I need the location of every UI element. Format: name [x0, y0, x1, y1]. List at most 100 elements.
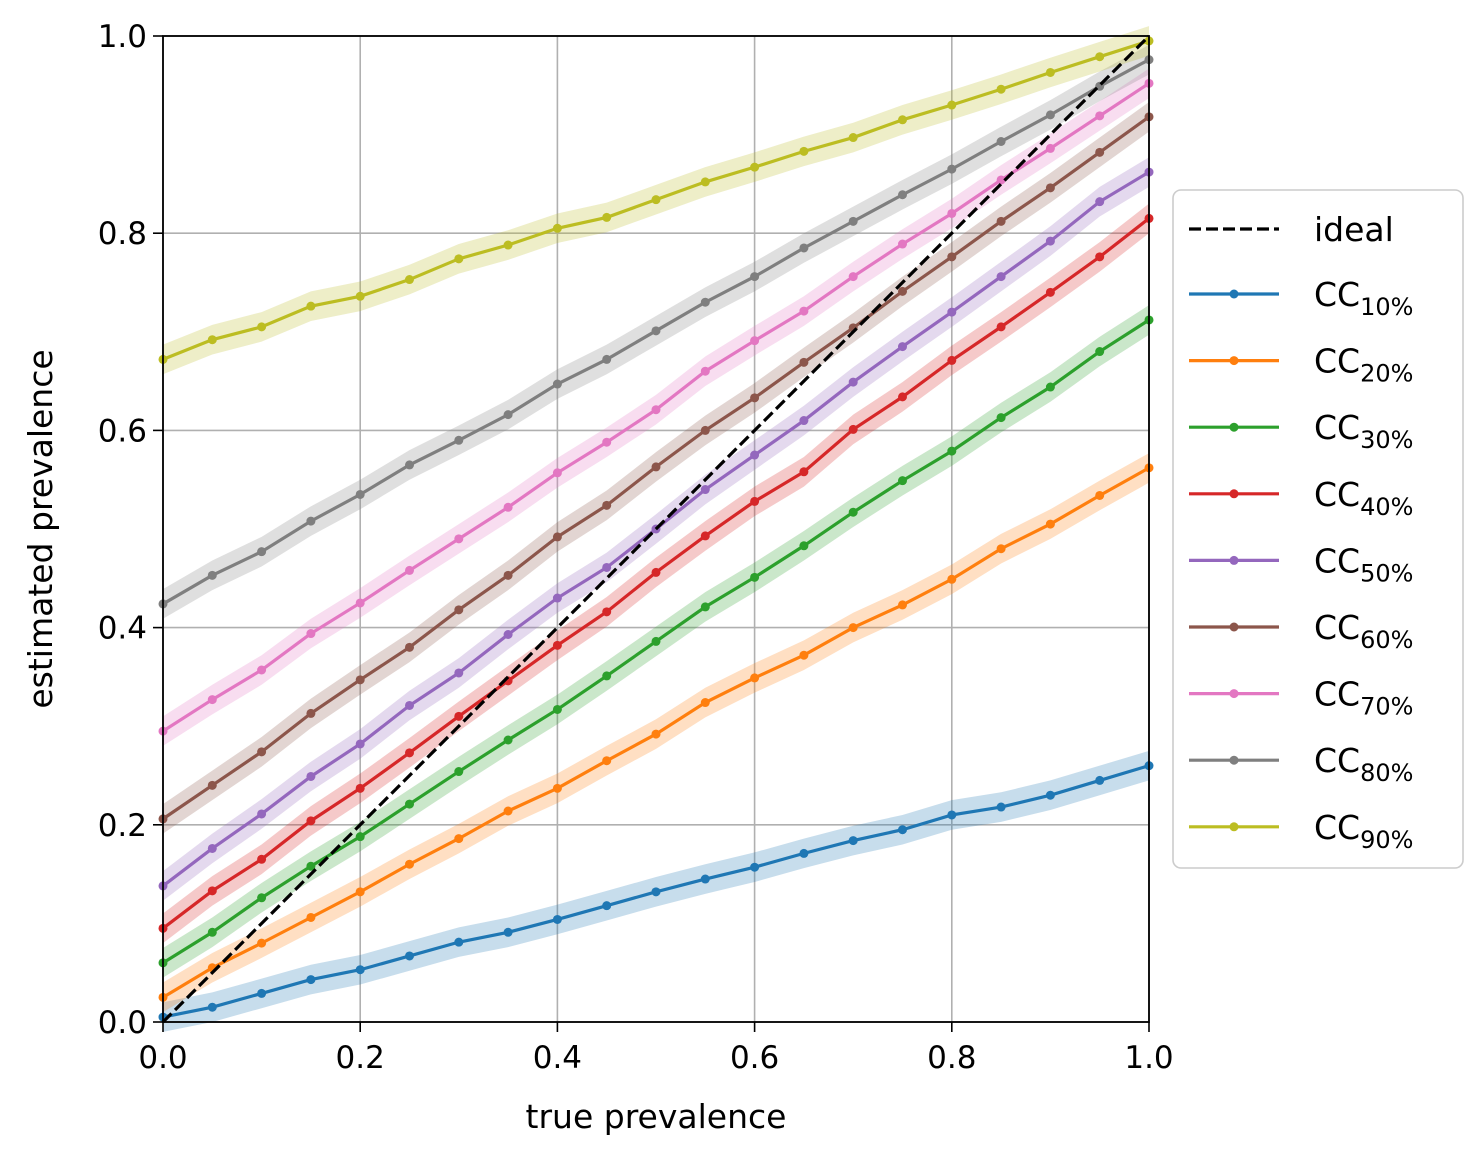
point-90%: [651, 195, 661, 205]
point-70%: [552, 468, 562, 478]
legend-label-subscript: 80%: [1360, 759, 1413, 787]
point-60%: [306, 708, 316, 718]
point-50%: [355, 739, 365, 749]
point-60%: [257, 747, 267, 757]
point-70%: [602, 437, 612, 447]
point-40%: [306, 816, 316, 826]
legend-label-base: CC: [1314, 275, 1360, 314]
point-20%: [996, 544, 1006, 554]
point-20%: [355, 887, 365, 897]
y-tick-label: 0.8: [98, 216, 147, 252]
point-50%: [750, 450, 760, 460]
point-10%: [799, 848, 809, 858]
point-20%: [306, 912, 316, 922]
point-80%: [750, 272, 760, 282]
point-20%: [257, 938, 267, 948]
point-20%: [848, 623, 858, 633]
point-20%: [454, 834, 464, 844]
legend-label-subscript: 90%: [1360, 826, 1413, 854]
point-90%: [700, 177, 710, 187]
legend-label-subscript: 10%: [1360, 293, 1413, 321]
point-60%: [750, 393, 760, 403]
point-60%: [1095, 147, 1105, 157]
point-10%: [700, 874, 710, 884]
point-20%: [503, 806, 513, 816]
point-50%: [848, 377, 858, 387]
legend-label-subscript: 60%: [1360, 626, 1413, 654]
point-40%: [947, 355, 957, 365]
point-60%: [355, 675, 365, 685]
point-80%: [947, 164, 957, 174]
legend-label: CC10%: [1314, 275, 1413, 321]
x-axis-label: true prevalence: [526, 1097, 787, 1136]
legend-label-base: CC: [1314, 408, 1360, 447]
legend-marker: [1229, 622, 1239, 632]
y-tick-label: 1.0: [98, 19, 147, 55]
legend-marker: [1229, 422, 1239, 432]
point-30%: [750, 572, 760, 582]
point-30%: [947, 446, 957, 456]
point-30%: [257, 893, 267, 903]
legend-label: CC60%: [1314, 608, 1413, 654]
point-90%: [355, 291, 365, 301]
point-30%: [1095, 347, 1105, 357]
point-60%: [1045, 183, 1055, 193]
point-50%: [306, 771, 316, 781]
y-tick-label: 0.2: [98, 808, 147, 844]
point-50%: [996, 272, 1006, 282]
y-tick-label: 0.6: [98, 413, 147, 449]
point-60%: [651, 462, 661, 472]
point-10%: [552, 914, 562, 924]
point-90%: [207, 335, 217, 345]
point-20%: [651, 729, 661, 739]
point-80%: [799, 243, 809, 253]
point-60%: [207, 780, 217, 790]
point-80%: [1045, 110, 1055, 120]
point-40%: [552, 640, 562, 650]
point-10%: [898, 825, 907, 835]
point-40%: [700, 531, 710, 541]
point-40%: [405, 748, 414, 758]
point-70%: [996, 175, 1006, 185]
point-40%: [257, 854, 267, 864]
point-50%: [1095, 197, 1105, 207]
point-50%: [799, 416, 809, 426]
point-60%: [602, 500, 612, 510]
point-30%: [207, 927, 217, 937]
point-90%: [947, 100, 957, 110]
point-30%: [454, 767, 464, 777]
point-40%: [355, 783, 365, 793]
point-70%: [651, 405, 661, 415]
x-tick-label: 0.8: [927, 1040, 976, 1076]
legend-label: CC40%: [1314, 475, 1413, 521]
point-70%: [405, 565, 414, 575]
point-90%: [306, 301, 316, 311]
point-80%: [651, 326, 661, 336]
point-60%: [454, 605, 464, 615]
point-70%: [947, 208, 957, 218]
legend-label: CC20%: [1314, 342, 1413, 388]
legend-marker: [1229, 489, 1239, 499]
x-tick-label: 1.0: [1124, 1040, 1173, 1076]
legend-label-base: CC: [1314, 475, 1360, 514]
point-80%: [257, 547, 267, 557]
point-20%: [947, 574, 957, 584]
point-20%: [1045, 519, 1055, 529]
point-60%: [700, 425, 710, 435]
y-tick-label: 0.0: [98, 1005, 147, 1041]
point-30%: [996, 413, 1006, 423]
point-50%: [700, 485, 710, 495]
point-70%: [257, 665, 267, 675]
point-20%: [552, 783, 562, 793]
legend-label: CC30%: [1314, 408, 1413, 454]
point-70%: [799, 306, 809, 316]
legend-label: CC90%: [1314, 808, 1413, 854]
legend-marker: [1229, 356, 1239, 366]
legend-label-base: CC: [1314, 342, 1360, 381]
point-40%: [750, 496, 760, 506]
legend-marker: [1229, 289, 1239, 299]
point-20%: [602, 756, 612, 766]
point-60%: [898, 286, 907, 296]
point-40%: [651, 567, 661, 577]
